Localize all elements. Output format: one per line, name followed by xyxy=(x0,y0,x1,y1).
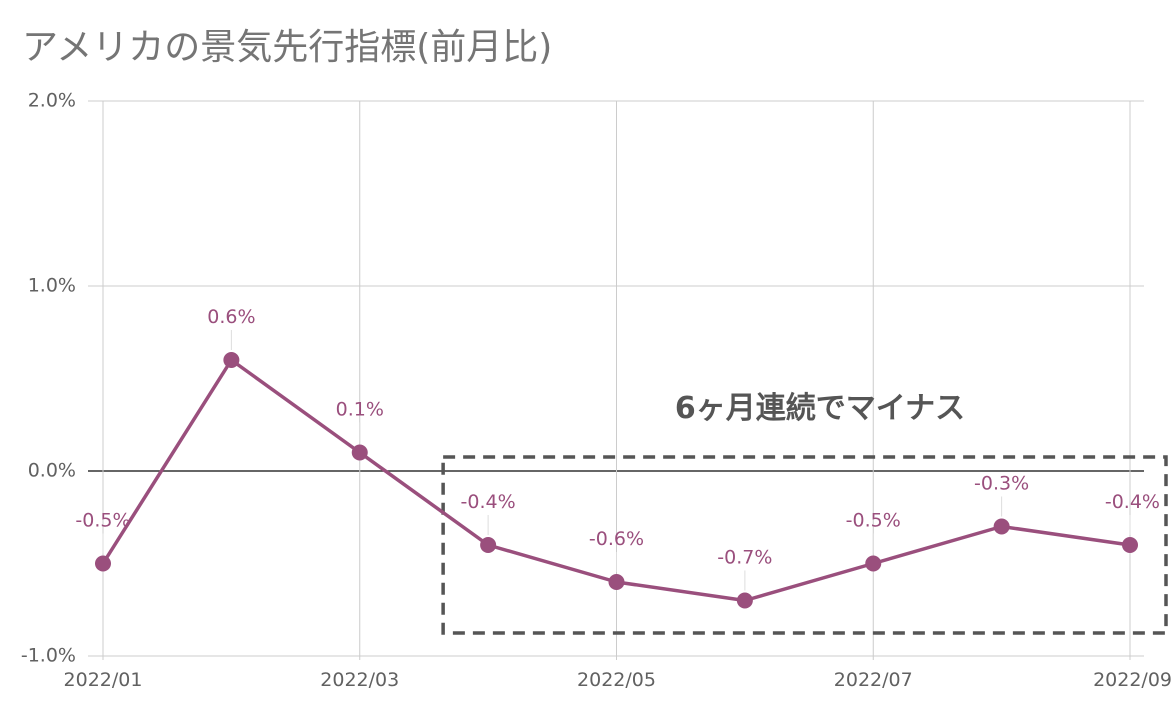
data-label: -0.3% xyxy=(974,473,1029,495)
data-label: -0.5% xyxy=(75,510,130,532)
data-point xyxy=(480,537,497,553)
data-point xyxy=(736,592,753,609)
data-label: -0.6% xyxy=(589,528,644,550)
data-label: -0.4% xyxy=(1105,491,1160,513)
data-point xyxy=(95,555,111,572)
x-tick-label: 2022/09 xyxy=(1093,669,1172,691)
x-tick-label: 2022/03 xyxy=(320,669,399,691)
y-tick-label: 0.0% xyxy=(28,460,76,482)
annotation-label: 6ヶ月連続でマイナス xyxy=(675,391,965,426)
data-label: -0.7% xyxy=(717,547,772,569)
y-tick-label: 1.0% xyxy=(28,275,76,297)
data-label: 0.1% xyxy=(336,399,384,421)
data-point xyxy=(1122,537,1138,553)
x-tick-label: 2022/01 xyxy=(64,669,143,691)
x-tick-label: 2022/07 xyxy=(834,669,913,691)
data-point xyxy=(223,352,240,368)
data-label: -0.5% xyxy=(846,510,901,532)
x-tick-label: 2022/05 xyxy=(577,669,656,691)
chart-title: アメリカの景気先行指標(前月比) xyxy=(22,27,553,68)
annotation-box xyxy=(441,455,1168,635)
data-point xyxy=(865,555,882,572)
data-point xyxy=(351,444,368,461)
data-label: 0.6% xyxy=(207,306,255,328)
y-tick-label: -1.0% xyxy=(21,645,76,667)
data-point xyxy=(608,574,625,590)
data-label: -0.4% xyxy=(461,491,516,513)
y-tick-label: 2.0% xyxy=(28,90,76,112)
data-point xyxy=(993,518,1010,535)
